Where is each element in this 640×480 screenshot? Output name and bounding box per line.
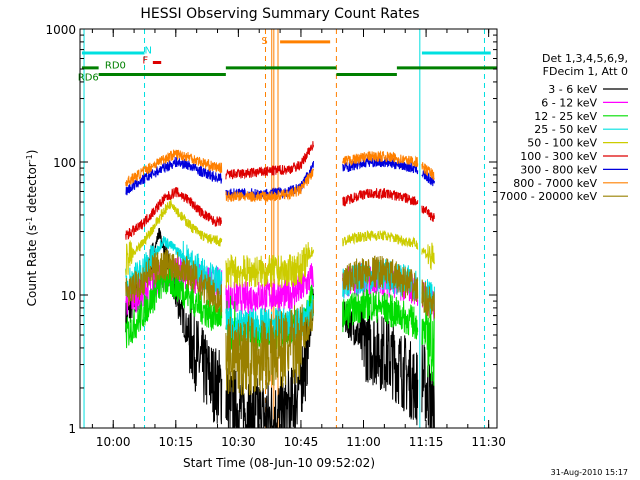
legend-label-5: 100 - 300 keV bbox=[520, 150, 597, 163]
chart-title: HESSI Observing Summary Count Rates bbox=[140, 6, 419, 22]
x-tick-label-3: 10:45 bbox=[284, 435, 319, 449]
series-line-7-segment-2 bbox=[342, 150, 419, 168]
series-line-2-segment-3 bbox=[421, 297, 435, 386]
y-tick-label-2: 100 bbox=[53, 156, 76, 170]
y-axis-label-text: Count Rate (s-1 detector-1) bbox=[25, 150, 40, 307]
flag-label-4: RD6 bbox=[78, 72, 99, 83]
series-line-6-segment-0 bbox=[125, 156, 223, 196]
series-line-5-segment-0 bbox=[125, 187, 223, 240]
series-line-4-segment-2 bbox=[342, 230, 419, 250]
series-line-2-segment-2 bbox=[342, 288, 419, 340]
x-tick-label-2: 10:30 bbox=[221, 435, 256, 449]
flags-layer: NF S RD0 RD6 bbox=[78, 36, 497, 83]
series-line-0-segment-1 bbox=[225, 288, 314, 429]
series-line-7-segment-3 bbox=[421, 162, 435, 181]
legend-header-1: FDecim 1, Att 0 bbox=[543, 65, 628, 78]
x-tick-label-6: 11:30 bbox=[471, 435, 506, 449]
series-line-5-segment-1 bbox=[225, 141, 314, 180]
legend: Det 1,3,4,5,6,9,FDecim 1, Att 0 3 - 6 keV… bbox=[499, 52, 628, 203]
x-tick-label-4: 11:00 bbox=[346, 435, 381, 449]
x-tick-label-1: 10:15 bbox=[159, 435, 194, 449]
legend-label-1: 6 - 12 keV bbox=[541, 96, 597, 109]
flag-label-3: RD0 bbox=[105, 61, 126, 72]
flag-label-1: F bbox=[142, 55, 148, 66]
legend-label-8: 7000 - 20000 keV bbox=[499, 190, 597, 203]
legend-header-0: Det 1,3,4,5,6,9, bbox=[542, 52, 628, 65]
legend-label-3: 25 - 50 keV bbox=[534, 123, 597, 136]
legend-label-4: 50 - 100 keV bbox=[527, 137, 597, 150]
series-line-1-segment-1 bbox=[225, 263, 314, 315]
y-tick-label-3: 1000 bbox=[45, 23, 76, 37]
vertical-lines-layer bbox=[83, 29, 485, 428]
series-line-0-segment-2 bbox=[342, 300, 419, 426]
series-line-7-segment-0 bbox=[125, 149, 223, 187]
series-line-8-segment-3 bbox=[421, 279, 435, 319]
flag-label-0: N bbox=[145, 46, 152, 57]
x-tick-label-0: 10:00 bbox=[96, 435, 131, 449]
series-line-4-segment-1 bbox=[225, 242, 314, 289]
x-tick-label-5: 11:15 bbox=[409, 435, 444, 449]
series-line-0-segment-3 bbox=[421, 344, 435, 429]
series-layer bbox=[125, 141, 435, 429]
legend-label-7: 800 - 7000 keV bbox=[513, 177, 597, 190]
series-line-8-segment-1 bbox=[225, 299, 314, 396]
legend-label-2: 12 - 25 keV bbox=[534, 110, 597, 123]
x-axis-label: Start Time (08-Jun-10 09:52:02) bbox=[183, 456, 375, 470]
y-tick-label-0: 1 bbox=[68, 422, 76, 436]
series-line-6-segment-2 bbox=[342, 155, 419, 175]
series-line-5-segment-2 bbox=[342, 188, 419, 207]
flag-label-2: S bbox=[261, 36, 267, 47]
series-line-2-segment-0 bbox=[125, 265, 223, 349]
y-axis-label: Count Rate (s-1 detector-1) bbox=[25, 150, 40, 307]
series-line-4-segment-0 bbox=[125, 198, 223, 276]
plot-frame bbox=[79, 28, 498, 429]
axes-layer: 1 10 100 1000 10:00 10:15 10:30 10:45 11:00 11:15… bbox=[45, 23, 506, 449]
series-line-8-segment-2 bbox=[342, 255, 419, 302]
series-line-4-segment-3 bbox=[421, 242, 435, 270]
legend-label-0: 3 - 6 keV bbox=[548, 83, 597, 96]
legend-label-6: 300 - 800 keV bbox=[520, 163, 597, 176]
print-timestamp: 31-Aug-2010 15:17 bbox=[551, 468, 628, 477]
series-line-7-segment-1 bbox=[225, 168, 314, 204]
series-line-8-segment-0 bbox=[125, 249, 223, 316]
series-line-5-segment-3 bbox=[421, 205, 435, 222]
y-tick-label-1: 10 bbox=[61, 289, 76, 303]
